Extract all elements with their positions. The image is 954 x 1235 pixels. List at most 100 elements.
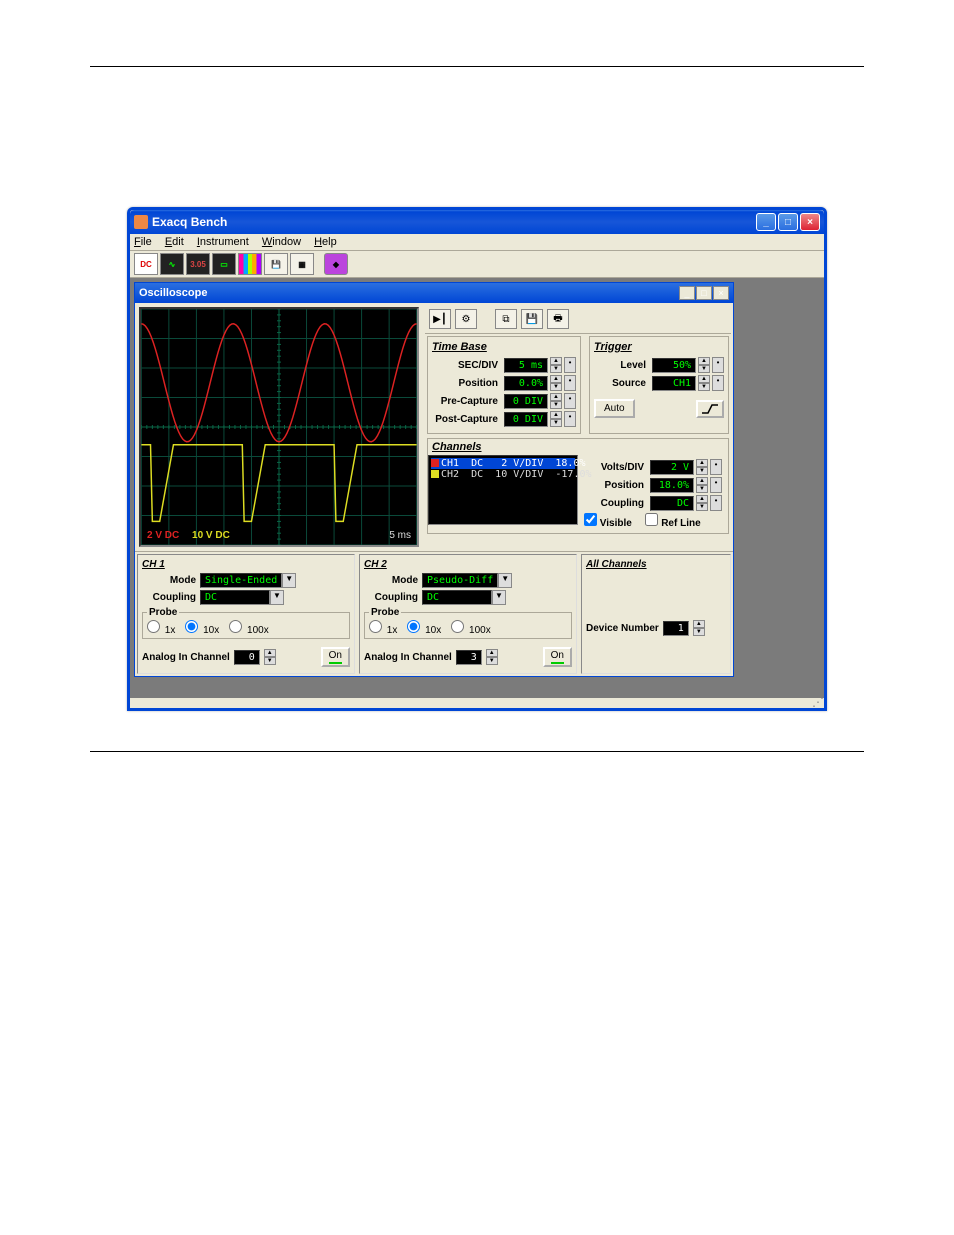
secdiv-knob[interactable]: • — [564, 357, 576, 373]
trig-src-knob[interactable]: • — [712, 375, 724, 391]
settings-icon[interactable]: ⚙ — [455, 309, 477, 329]
tool-config-icon[interactable]: ▦ — [290, 253, 314, 275]
child-minimize-button[interactable]: _ — [679, 286, 695, 300]
vdiv-value[interactable]: 2 V — [650, 460, 694, 475]
channel-list-row[interactable]: CH2 DC 10 V/DIV -17.0% — [431, 469, 575, 480]
channel-list-row[interactable]: CH1 DC 2 V/DIV 18.0% — [431, 458, 575, 469]
precap-knob[interactable]: • — [564, 393, 576, 409]
vdiv-label: Volts/DIV — [601, 462, 644, 473]
ch1-ain-down[interactable]: ▼ — [264, 657, 276, 665]
postcap-down[interactable]: ▼ — [550, 419, 562, 427]
chpos-value[interactable]: 18.0% — [650, 478, 694, 493]
menu-help[interactable]: Help — [314, 236, 337, 248]
resize-grip[interactable]: ⋰ — [130, 698, 824, 708]
chpos-up[interactable]: ▲ — [696, 477, 708, 485]
chcpl-up[interactable]: ▲ — [696, 495, 708, 503]
all-channels-heading: All Channels — [586, 559, 726, 570]
trig-src-up[interactable]: ▲ — [698, 375, 710, 383]
minimize-button[interactable]: _ — [756, 213, 776, 231]
ch1-on-button[interactable]: On — [321, 647, 350, 667]
bottom-panel: CH 1 Mode Single-Ended▼ Coupling DC▼ Pro… — [135, 551, 733, 676]
ch1-mode-dropdown[interactable]: ▼ — [282, 573, 296, 588]
vdiv-knob[interactable]: • — [710, 459, 722, 475]
ch1-ain-value[interactable]: 0 — [234, 650, 260, 665]
oscilloscope-window: Oscilloscope _ □ × — [134, 282, 734, 677]
menu-window[interactable]: Window — [262, 236, 301, 248]
secdiv-down[interactable]: ▼ — [550, 365, 562, 373]
postcap-up[interactable]: ▲ — [550, 411, 562, 419]
print-icon[interactable]: 🖶 — [547, 309, 569, 329]
tb-pos-up[interactable]: ▲ — [550, 375, 562, 383]
ch2probe-probe-10x[interactable]: 10x — [407, 620, 441, 636]
chpos-down[interactable]: ▼ — [696, 485, 708, 493]
trig-level-value[interactable]: 50% — [652, 358, 696, 373]
ch2-mode-dropdown[interactable]: ▼ — [498, 573, 512, 588]
ch2-ain-down[interactable]: ▼ — [486, 657, 498, 665]
vdiv-down[interactable]: ▼ — [696, 467, 708, 475]
secdiv-value[interactable]: 5 ms — [504, 358, 548, 373]
chpos-knob[interactable]: • — [710, 477, 722, 493]
device-number-up[interactable]: ▲ — [693, 620, 705, 628]
ch2-mode-value[interactable]: Pseudo-Diff — [422, 573, 498, 588]
vdiv-up[interactable]: ▲ — [696, 459, 708, 467]
ch1-ain-up[interactable]: ▲ — [264, 649, 276, 657]
trigger-auto-button[interactable]: Auto — [594, 399, 635, 418]
channel-list[interactable]: CH1 DC 2 V/DIV 18.0%CH2 DC 10 V/DIV -17.… — [428, 455, 578, 525]
ch1-cpl-dropdown[interactable]: ▼ — [270, 590, 284, 605]
chcpl-knob[interactable]: • — [710, 495, 722, 511]
tb-pos-down[interactable]: ▼ — [550, 383, 562, 391]
child-close-button[interactable]: × — [713, 286, 729, 300]
chcpl-down[interactable]: ▼ — [696, 503, 708, 511]
ch2probe-probe-100x[interactable]: 100x — [451, 620, 490, 636]
ch1probe-probe-10x[interactable]: 10x — [185, 620, 219, 636]
ch1probe-probe-1x[interactable]: 1x — [147, 620, 175, 636]
postcap-knob[interactable]: • — [564, 411, 576, 427]
save-icon[interactable]: 💾 — [521, 309, 543, 329]
trig-src-down[interactable]: ▼ — [698, 383, 710, 391]
tb-pos-value[interactable]: 0.0% — [504, 376, 548, 391]
trigger-slope-button[interactable] — [696, 400, 724, 418]
tool-disk-icon[interactable]: 💾 — [264, 253, 288, 275]
ch2-ain-up[interactable]: ▲ — [486, 649, 498, 657]
device-number-down[interactable]: ▼ — [693, 628, 705, 636]
postcap-value[interactable]: 0 DIV — [504, 412, 548, 427]
trig-src-value[interactable]: CH1 — [652, 376, 696, 391]
refline-checkbox[interactable]: Ref Line — [645, 513, 700, 529]
tb-pos-label: Position — [459, 378, 498, 389]
secdiv-up[interactable]: ▲ — [550, 357, 562, 365]
ch2-cpl-value[interactable]: DC — [422, 590, 492, 605]
device-number-value[interactable]: 1 — [663, 621, 689, 636]
app-window: Exacq Bench _ □ × File Edit Instrument W… — [127, 207, 827, 711]
ch2probe-probe-1x[interactable]: 1x — [369, 620, 397, 636]
trigger-heading: Trigger — [594, 341, 724, 353]
ch2-cpl-dropdown[interactable]: ▼ — [492, 590, 506, 605]
precap-value[interactable]: 0 DIV — [504, 394, 548, 409]
chcpl-value[interactable]: DC — [650, 496, 694, 511]
trig-level-down[interactable]: ▼ — [698, 365, 710, 373]
child-maximize-button[interactable]: □ — [696, 286, 712, 300]
tool-meter-icon[interactable]: 3.05 — [186, 253, 210, 275]
maximize-button[interactable]: □ — [778, 213, 798, 231]
visible-checkbox[interactable]: Visible — [584, 513, 632, 529]
tool-analyzer-icon[interactable]: ▭ — [212, 253, 236, 275]
ch1-mode-value[interactable]: Single-Ended — [200, 573, 282, 588]
tool-spectrum-icon[interactable] — [238, 253, 262, 275]
ch1-cpl-value[interactable]: DC — [200, 590, 270, 605]
tb-pos-knob[interactable]: • — [564, 375, 576, 391]
copy-icon[interactable]: ⧉ — [495, 309, 517, 329]
tool-scope-icon[interactable]: ∿ — [160, 253, 184, 275]
menu-edit[interactable]: Edit — [165, 236, 184, 248]
tool-help-icon[interactable]: ◆ — [324, 253, 348, 275]
close-button[interactable]: × — [800, 213, 820, 231]
tool-dc-icon[interactable]: DC — [134, 253, 158, 275]
trig-level-knob[interactable]: • — [712, 357, 724, 373]
ch1probe-probe-100x[interactable]: 100x — [229, 620, 268, 636]
trig-level-up[interactable]: ▲ — [698, 357, 710, 365]
ch2-on-button[interactable]: On — [543, 647, 572, 667]
menu-file[interactable]: File — [134, 236, 152, 248]
precap-up[interactable]: ▲ — [550, 393, 562, 401]
play-pause-icon[interactable]: ▶┃ — [429, 309, 451, 329]
precap-down[interactable]: ▼ — [550, 401, 562, 409]
ch2-ain-value[interactable]: 3 — [456, 650, 482, 665]
menu-instrument[interactable]: Instrument — [197, 236, 249, 248]
